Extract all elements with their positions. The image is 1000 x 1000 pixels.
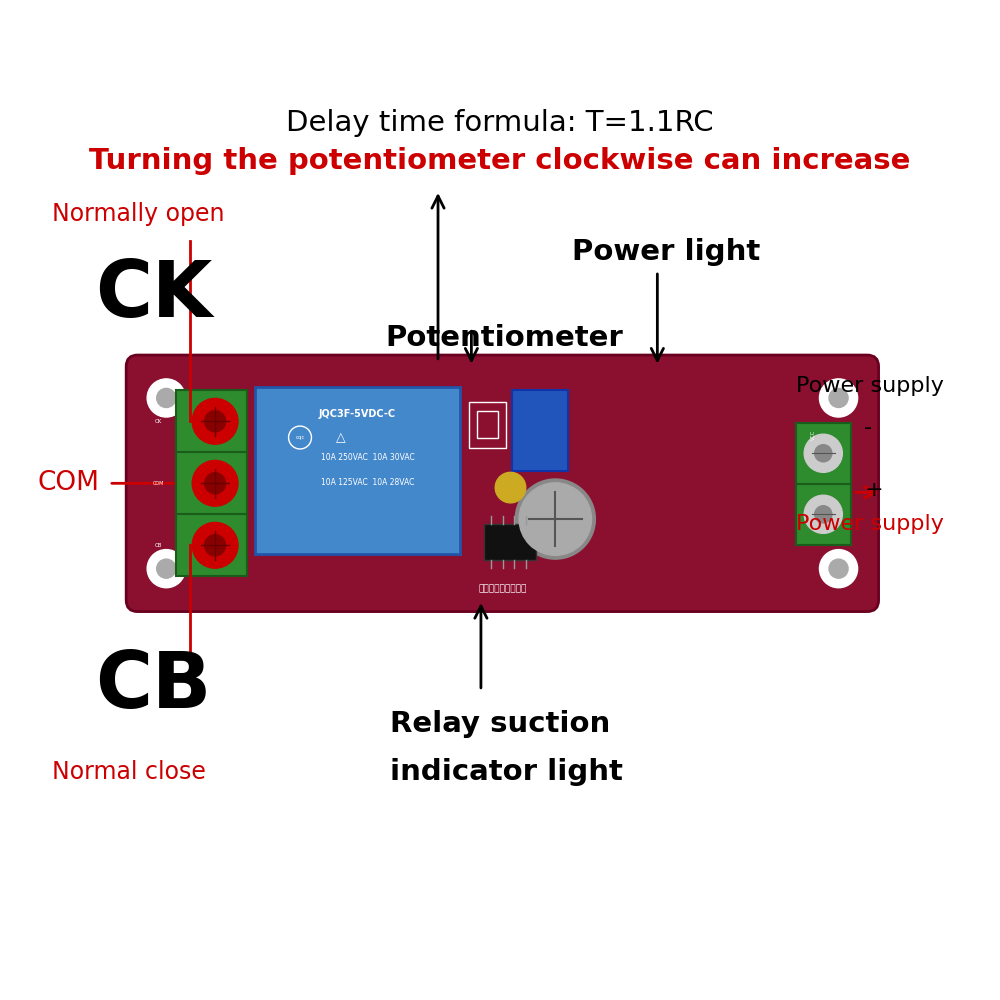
Text: △: △: [336, 431, 346, 444]
Bar: [484, 524, 536, 560]
Text: +: +: [864, 480, 883, 500]
Text: 10A 250VAC  10A 30VAC: 10A 250VAC 10A 30VAC: [321, 453, 415, 462]
Bar: [796, 423, 851, 545]
Circle shape: [205, 473, 226, 494]
Text: Normal close: Normal close: [52, 760, 206, 784]
Text: Normally open: Normally open: [52, 202, 224, 226]
Circle shape: [815, 506, 832, 523]
Circle shape: [192, 460, 238, 506]
Text: Delay time formula: T=1.1RC: Delay time formula: T=1.1RC: [286, 109, 714, 137]
Text: Power supply: Power supply: [796, 376, 943, 396]
Circle shape: [804, 434, 842, 472]
Circle shape: [147, 550, 185, 588]
Circle shape: [157, 559, 176, 578]
Text: 10A 125VAC  10A 28VAC: 10A 125VAC 10A 28VAC: [321, 478, 414, 487]
Bar: [512, 390, 568, 471]
Circle shape: [819, 550, 858, 588]
Bar: [255, 387, 460, 554]
Text: cqc: cqc: [295, 435, 305, 440]
Circle shape: [515, 479, 595, 559]
Text: Relay suction: Relay suction: [390, 710, 611, 738]
Circle shape: [495, 472, 526, 503]
Circle shape: [829, 388, 848, 407]
Circle shape: [819, 379, 858, 417]
FancyBboxPatch shape: [126, 355, 879, 612]
Text: JQC3F-5VDC-C: JQC3F-5VDC-C: [319, 409, 396, 419]
Circle shape: [192, 398, 238, 444]
Text: CB: CB: [95, 648, 211, 724]
Bar: [176, 390, 247, 576]
Text: Power light: Power light: [572, 238, 760, 266]
Text: CK: CK: [155, 419, 162, 424]
Text: Power supply: Power supply: [796, 514, 943, 534]
Circle shape: [804, 495, 842, 533]
Circle shape: [519, 483, 592, 555]
Text: 继电器延时导通模块: 继电器延时导通模块: [478, 584, 527, 593]
Circle shape: [205, 535, 226, 556]
Text: -: -: [864, 418, 872, 438]
Circle shape: [205, 411, 226, 432]
Circle shape: [157, 388, 176, 407]
Bar: [477, 411, 498, 438]
Text: COM: COM: [37, 470, 99, 496]
Text: indicator light: indicator light: [390, 758, 623, 786]
Text: CK: CK: [95, 257, 212, 333]
Text: CB: CB: [155, 543, 162, 548]
Text: VCC: VCC: [811, 430, 816, 440]
Text: Potentiometer: Potentiometer: [386, 324, 623, 352]
Circle shape: [147, 379, 185, 417]
Text: Turning the potentiometer clockwise can increase: Turning the potentiometer clockwise can …: [89, 147, 911, 175]
Circle shape: [192, 522, 238, 568]
Circle shape: [829, 559, 848, 578]
Circle shape: [815, 445, 832, 462]
Text: COM: COM: [153, 481, 164, 486]
Bar: [469, 402, 506, 448]
